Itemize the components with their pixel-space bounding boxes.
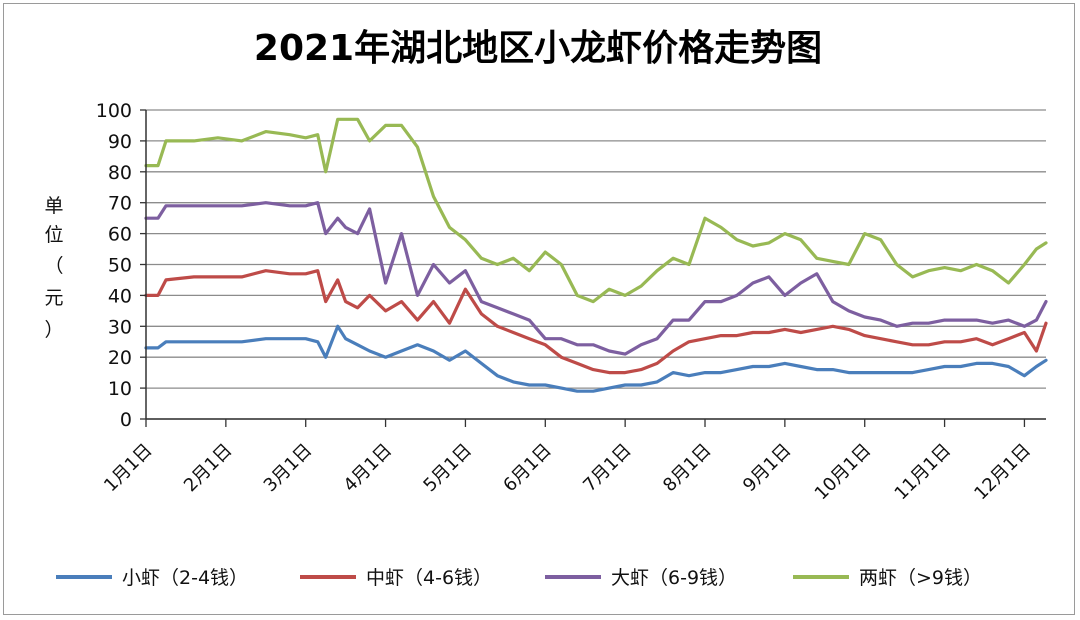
- y-tick-label: 60: [108, 224, 132, 246]
- x-tick-label: 4月1日: [340, 440, 397, 497]
- y-axis-ticks: 0 10 20 30 40 50 60 70 80 90 100: [96, 100, 132, 431]
- y-axis-label: 单位 （ 元 ）: [44, 195, 63, 341]
- x-tick-label: 9月1日: [739, 440, 796, 497]
- x-tick-label: 10月1日: [811, 440, 876, 505]
- x-tick-label: 2月1日: [180, 440, 237, 497]
- y-tick-label: 90: [108, 131, 132, 153]
- x-tick-label: 3月1日: [260, 440, 317, 497]
- legend-label: 大虾（6-9钱）: [611, 567, 737, 589]
- chart-frame: [3, 3, 1075, 615]
- y-axis-label-char: 位: [44, 224, 63, 246]
- series-lines: [144, 117, 1048, 393]
- series-line: [144, 269, 1048, 375]
- x-axis-ticks: 1月1日 2月1日 3月1日 4月1日 5月1日 6月1日 7月1日 8月1日 9月1日 10月1…: [100, 440, 1035, 505]
- series-line: [144, 324, 1048, 393]
- legend-label: 中虾（4-6钱）: [366, 567, 492, 589]
- y-axis-label-char: ）: [44, 319, 63, 341]
- y-tick-label: 70: [108, 193, 132, 215]
- chart-title: 2021年湖北地区小龙虾价格走势图: [254, 28, 822, 69]
- y-tick-label: 10: [108, 378, 132, 400]
- x-tick-label: 7月1日: [579, 440, 636, 497]
- y-tick-label: 100: [96, 100, 132, 122]
- x-tick-label: 1月1日: [100, 440, 157, 497]
- series-line: [144, 117, 1048, 304]
- x-tick-label: 11月1日: [891, 440, 956, 505]
- x-tick-label: 6月1日: [499, 440, 556, 497]
- y-tick-label: 20: [108, 347, 132, 369]
- legend: 小虾（2-4钱） 中虾（4-6钱） 大虾（6-9钱） 两虾（>9钱）: [56, 567, 982, 589]
- y-tick-label: 30: [108, 316, 132, 338]
- y-axis-label-char: 元: [44, 287, 63, 309]
- series-line: [144, 201, 1048, 356]
- y-axis-label-char: 单: [44, 195, 63, 217]
- y-tick-label: 0: [120, 409, 132, 431]
- legend-label: 两虾（>9钱）: [859, 567, 982, 589]
- legend-label: 小虾（2-4钱）: [122, 567, 248, 589]
- x-tick-label: 12月1日: [970, 440, 1035, 505]
- y-tick-label: 80: [108, 162, 132, 184]
- y-tick-label: 40: [108, 285, 132, 307]
- y-axis-label-char: （: [44, 255, 63, 277]
- x-tick-label: 5月1日: [419, 440, 476, 497]
- y-tick-label: 50: [108, 255, 132, 277]
- axes: [140, 109, 1046, 427]
- x-tick-label: 8月1日: [659, 440, 716, 497]
